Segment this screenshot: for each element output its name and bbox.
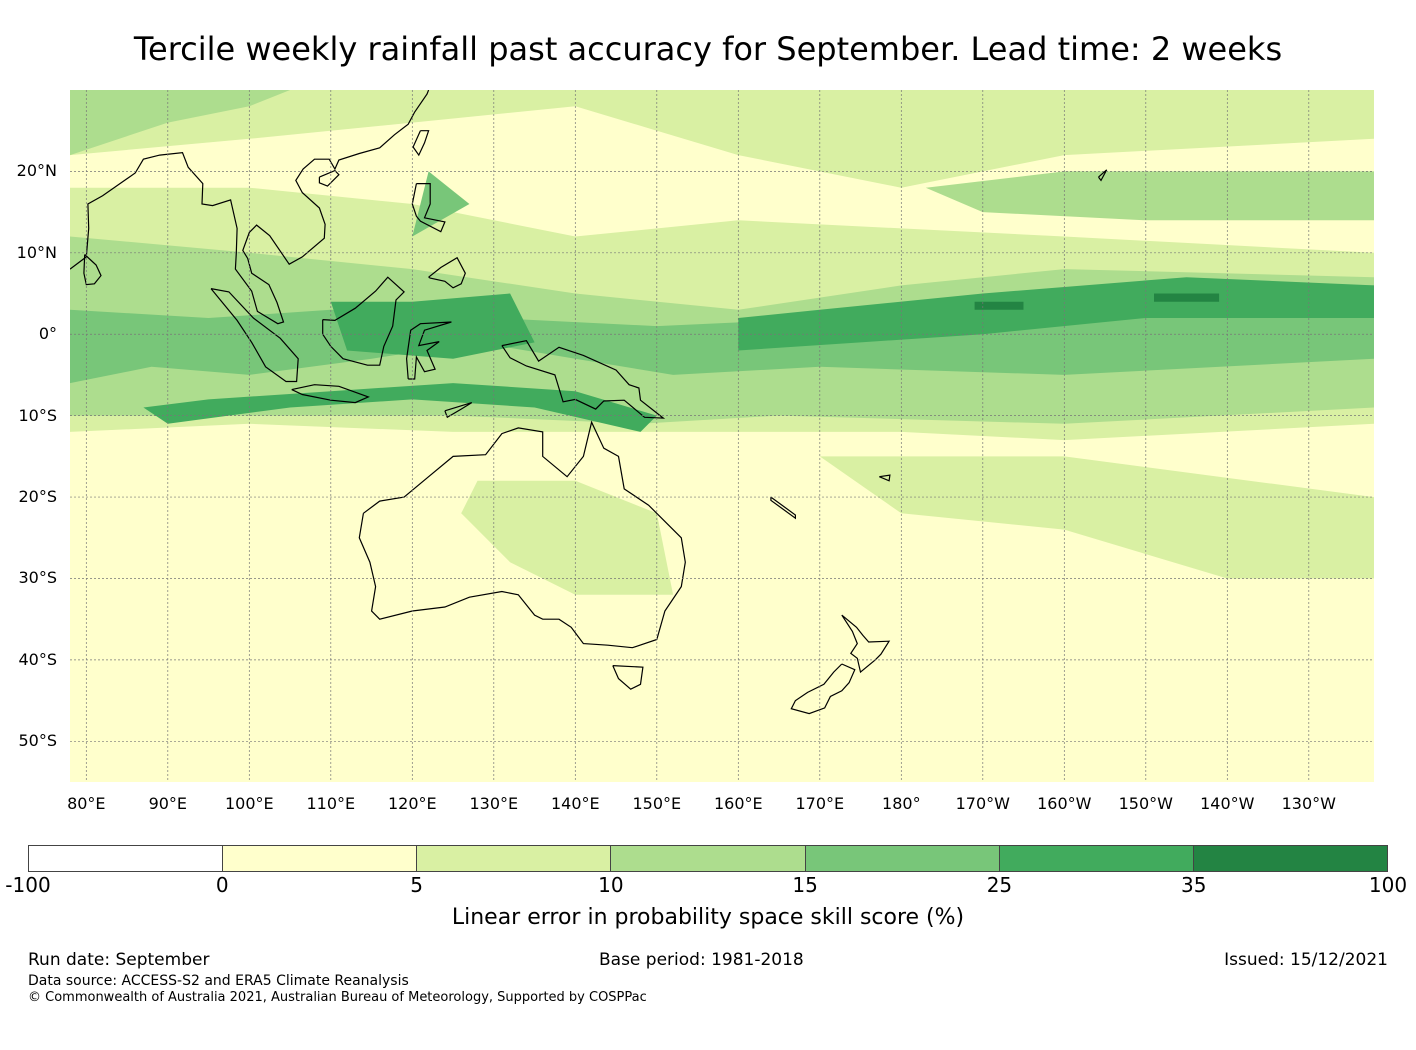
coast-australia xyxy=(358,420,686,649)
skill-region-5 xyxy=(70,90,291,156)
colorbar-segment xyxy=(29,846,224,871)
map-panel xyxy=(70,90,1374,782)
colorbar-tick-label: 5 xyxy=(410,873,423,897)
coast-nz-north xyxy=(841,614,891,674)
run-date: Run date: September xyxy=(28,950,210,970)
skill-region-6 xyxy=(925,171,1374,221)
colorbar-tick-label: 10 xyxy=(598,873,624,897)
data-source: Data source: ACCESS-S2 and ERA5 Climate … xyxy=(28,973,409,989)
coast-mainland-asia xyxy=(70,90,430,325)
lon-label: 160°W xyxy=(1037,794,1092,813)
copyright: © Commonwealth of Australia 2021, Austra… xyxy=(28,990,647,1005)
base-period: Base period: 1981-2018 xyxy=(599,950,804,970)
lon-label: 150°E xyxy=(632,794,682,813)
colorbar xyxy=(28,845,1388,872)
skill-map xyxy=(70,90,1374,782)
skill-region-3 xyxy=(819,456,1374,579)
skill-region-2 xyxy=(461,480,674,595)
lon-label: 170°W xyxy=(955,794,1010,813)
coast-hawaii xyxy=(1098,169,1108,182)
lon-label: 100°E xyxy=(224,794,274,813)
lon-label: 140°E xyxy=(550,794,600,813)
colorbar-segment xyxy=(611,846,806,871)
graticule xyxy=(70,90,1374,782)
coast-sulawesi xyxy=(405,321,452,380)
lon-label: 140°W xyxy=(1200,794,1255,813)
skill-region-12 xyxy=(974,301,1024,310)
lon-label: 160°E xyxy=(713,794,763,813)
lat-label: 50°S xyxy=(18,731,57,751)
chart-title: Tercile weekly rainfall past accuracy fo… xyxy=(133,30,1283,68)
colorbar-tick-label: 35 xyxy=(1180,873,1207,897)
skill-regions xyxy=(70,90,1374,595)
colorbar-tick-label: 0 xyxy=(215,873,229,897)
lon-label: 120°E xyxy=(387,794,437,813)
lon-label: 130°E xyxy=(469,794,519,813)
colorbar-segment xyxy=(1193,846,1387,871)
lat-label: 20°N xyxy=(16,161,57,181)
issued-date: Issued: 15/12/2021 xyxy=(1224,950,1388,970)
skill-region-9 xyxy=(143,383,657,432)
lon-label: 150°W xyxy=(1118,794,1173,813)
colorbar-label: Linear error in probability space skill … xyxy=(451,905,965,930)
coast-mindanao xyxy=(428,256,466,289)
lat-label: 30°S xyxy=(18,568,57,588)
coast-luzon xyxy=(411,182,446,233)
coastlines xyxy=(70,90,1108,715)
lon-label: 110°E xyxy=(306,794,356,813)
coast-tasmania xyxy=(612,665,644,690)
lat-label: 20°S xyxy=(18,487,57,507)
coast-java xyxy=(291,384,370,404)
lat-label: 40°S xyxy=(18,649,57,669)
lon-label: 180° xyxy=(882,794,921,813)
colorbar-segment xyxy=(223,846,418,871)
skill-region-1 xyxy=(70,90,1374,188)
lon-label: 90°E xyxy=(148,794,188,813)
skill-region-8 xyxy=(412,171,470,237)
coast-sumatra xyxy=(210,288,299,383)
colorbar-tick-label: 100 xyxy=(1368,873,1408,897)
skill-region-13 xyxy=(1154,293,1220,302)
coast-timor xyxy=(444,402,473,419)
coast-nz-south xyxy=(790,663,856,715)
coast-sri-lanka xyxy=(83,254,102,286)
lat-label: 0° xyxy=(38,324,57,344)
colorbar-segment xyxy=(805,846,1000,871)
coast-taiwan xyxy=(412,130,430,157)
coast-new-guinea xyxy=(501,340,666,419)
lon-label: 130°W xyxy=(1281,794,1336,813)
lat-label: 10°S xyxy=(18,405,57,425)
coast-hainan xyxy=(318,169,340,187)
colorbar-tick-label: 15 xyxy=(792,873,818,897)
lon-label: 80°E xyxy=(67,794,106,813)
coast-fiji xyxy=(879,474,891,482)
lon-label: 170°E xyxy=(795,794,845,813)
colorbar-tick-label: 25 xyxy=(986,873,1013,897)
colorbar-segment xyxy=(999,846,1194,871)
coast-borneo xyxy=(322,276,405,366)
colorbar-segment xyxy=(417,846,612,871)
colorbar-tick-label: -100 xyxy=(5,873,51,897)
lat-label: 10°N xyxy=(16,242,57,262)
skill-region-10 xyxy=(330,293,535,359)
coast-new-caledonia xyxy=(770,496,797,520)
